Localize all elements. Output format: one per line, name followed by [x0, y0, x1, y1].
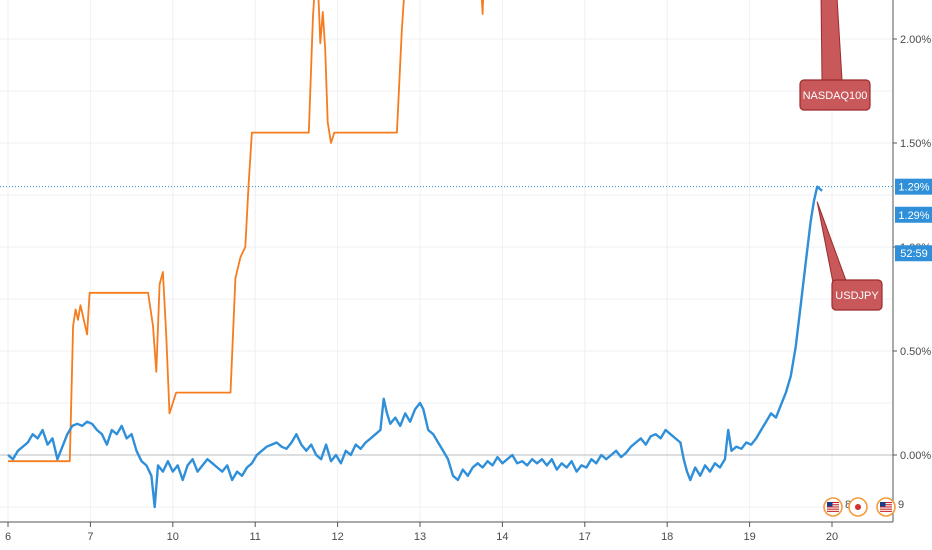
flag-canton [880, 502, 886, 507]
flag-stripe [827, 504, 839, 506]
x-tick-label: 11 [249, 531, 260, 543]
callouts: NASDAQ100 USDJPY [799, 0, 883, 311]
x-tick-label: 6 [5, 531, 11, 543]
x-axis[interactable]: 6 7 10 11 12 13 14 17 18 19 20 [5, 522, 838, 543]
series-line-usdjpy [7, 185, 823, 509]
flag-stripe [880, 502, 892, 504]
price-tag [895, 206, 932, 223]
x-tick-label: 17 [579, 531, 591, 543]
callout-label-usdjpy: USDJPY [835, 290, 879, 302]
x-tick-label: 7 [87, 531, 93, 543]
x-tick-label: 13 [414, 531, 426, 543]
us-flag-icon[interactable] [876, 497, 896, 517]
flag-stripe [827, 510, 839, 512]
flag-stripe [827, 508, 839, 510]
callout-box-nasdaq100 [799, 79, 871, 111]
flag-stripe [880, 504, 892, 506]
x-tick-label: 14 [496, 531, 508, 543]
price-tag [895, 245, 932, 262]
flag-stripe [880, 508, 892, 510]
y-tick-label: 0.00% [900, 450, 931, 462]
event-marker-count: 9 [898, 499, 904, 511]
callout-label-nasdaq100: NASDAQ100 [803, 90, 868, 102]
price-tags: 3.78%1.29%1.29%52:59 [895, 178, 932, 262]
series-layer [7, 0, 823, 509]
y-tick-label: 1.50% [900, 138, 931, 150]
x-tick-label: 12 [331, 531, 343, 543]
flag-stripe [827, 506, 839, 508]
flag-stripe [827, 502, 839, 504]
japan-flag-icon[interactable] [848, 497, 868, 517]
x-tick-label: 19 [743, 531, 755, 543]
x-tick-label: 20 [826, 531, 838, 543]
price-tag [895, 178, 932, 195]
price-tag-label: 52:59 [900, 248, 928, 260]
x-tick-label: 18 [661, 531, 673, 543]
us-flag-icon[interactable] [823, 497, 843, 517]
y-tick-label: 2.00% [900, 34, 931, 46]
x-tick-label: 10 [167, 531, 179, 543]
callout-box-usdjpy [831, 279, 883, 311]
y-tick-label: 0.50% [900, 346, 931, 358]
price-tag-label: 1.29% [898, 210, 929, 222]
flag-canton [827, 502, 833, 507]
event-markers[interactable]: 8 49 [823, 497, 904, 517]
flag-stripe [880, 510, 892, 512]
price-tag-label: 1.29% [898, 182, 929, 194]
flag-dot [855, 504, 861, 510]
series-line-nasdaq100 [8, 0, 484, 463]
flag-stripe [880, 506, 892, 508]
